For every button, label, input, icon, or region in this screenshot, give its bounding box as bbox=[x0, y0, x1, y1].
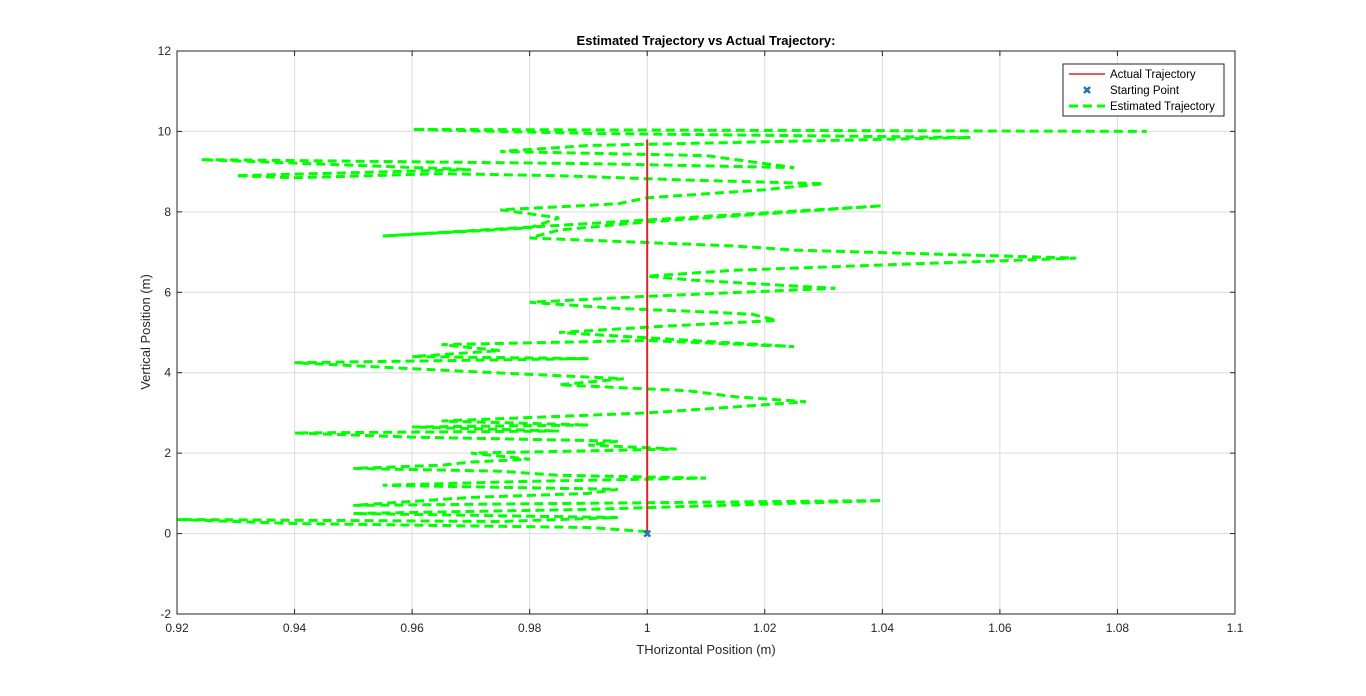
x-tick-label: 0.98 bbox=[518, 621, 542, 635]
x-tick-label: 0.92 bbox=[165, 621, 189, 635]
series-layer bbox=[176, 127, 1147, 538]
y-axis-label: Vertical Position (m) bbox=[138, 274, 153, 390]
y-tick-label: 12 bbox=[158, 44, 172, 58]
tick-labels: 0.92 0.94 0.96 0.98 1 1.02 1.04 1.06 1.08 1.1 -2 0 2… bbox=[158, 44, 1244, 635]
y-tick-label: -2 bbox=[160, 607, 171, 621]
legend-entry-label: Estimated Trajectory bbox=[1110, 101, 1215, 113]
x-tick-label: 0.94 bbox=[283, 621, 307, 635]
axes bbox=[176, 50, 1236, 615]
axes-box bbox=[176, 50, 1236, 615]
x-tick-label: 0.96 bbox=[400, 621, 424, 635]
legend-entry-label: Actual Trajectory bbox=[1110, 69, 1196, 81]
y-tick-label: 4 bbox=[164, 366, 171, 380]
x-axis-label: THorizontal Position (m) bbox=[636, 642, 775, 657]
starting-point-marker bbox=[643, 529, 652, 538]
x-tick-label: 1 bbox=[644, 621, 651, 635]
x-tick-label: 1.04 bbox=[871, 621, 895, 635]
y-tick-label: 0 bbox=[164, 527, 171, 541]
x-tick-label: 1.06 bbox=[988, 621, 1012, 635]
legend-entry-label: Starting Point bbox=[1110, 85, 1180, 97]
y-tick-label: 6 bbox=[164, 285, 171, 299]
x-tick-label: 1.1 bbox=[1227, 621, 1244, 635]
y-tick-label: 10 bbox=[158, 124, 172, 138]
estimated-trajectory-line bbox=[176, 127, 1147, 534]
x-tick-label: 1.02 bbox=[753, 621, 777, 635]
y-tick-label: 8 bbox=[164, 205, 171, 219]
plot-area bbox=[177, 51, 1235, 614]
chart-title: Estimated Trajectory vs Actual Trajector… bbox=[577, 33, 836, 48]
x-tick-label: 1.08 bbox=[1106, 621, 1130, 635]
legend-start-swatch bbox=[1083, 86, 1091, 94]
y-tick-label: 2 bbox=[164, 446, 171, 460]
legend: Actual Trajectory Starting Point Estimated… bbox=[1062, 63, 1225, 117]
